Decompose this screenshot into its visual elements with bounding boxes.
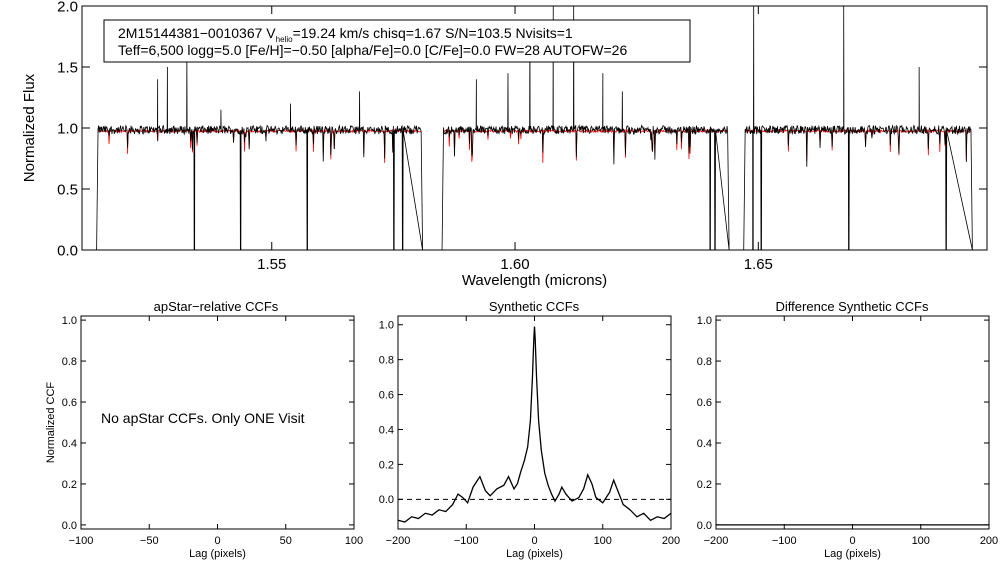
x-tick-label: 100 [345, 535, 363, 547]
x-axis-label: Lag (pixels) [506, 548, 563, 560]
y-tick-label: 0.0 [57, 242, 78, 259]
info-box-frame [103, 19, 691, 63]
info-line1-subscript: helio [276, 35, 293, 44]
y-tick-label: 1.0 [379, 320, 394, 332]
y-tick-label: 0.8 [62, 356, 77, 368]
y-axis-label: Normalized Flux [21, 73, 38, 182]
x-tick-label: −200 [704, 535, 729, 547]
x-tick-label: −200 [386, 535, 411, 547]
x-tick-label: 0 [214, 535, 220, 547]
x-tick-label: 1.60 [500, 256, 529, 273]
observed-spectrum-line [743, 5, 973, 251]
y-tick-label: 0.4 [697, 438, 712, 450]
synthetic-ccf-panel: −200 −100 0 100 200 0.0 0.2 0.4 0.6 0.8 1.0 Lag (pi… [379, 315, 680, 560]
x-tick-label: 0 [849, 535, 855, 547]
no-ccf-message: No apStar CCFs. Only ONE Visit [101, 410, 305, 426]
model-spectrum-line [97, 128, 422, 163]
y-tick-label: 0.6 [697, 397, 712, 409]
y-tick-label: 1.5 [57, 59, 78, 76]
x-tick-label: 1.65 [744, 256, 773, 273]
y-tick-label: 0.4 [379, 424, 394, 436]
spectrum-panel: 1.55 1.60 1.65 0.0 0.5 1.0 1.5 2.0 Wavelength (m… [21, 0, 988, 289]
y-tick-label: 0.2 [697, 479, 712, 491]
y-tick-label: 1.0 [62, 315, 77, 327]
y-tick-label: 1.0 [57, 120, 78, 137]
y-tick-label: 2.0 [57, 0, 78, 15]
info-box-line1: 2M15144381−0010367 Vhelio=19.24 km/s chi… [118, 25, 573, 44]
y-tick-label: 0.8 [697, 356, 712, 368]
ccf-series-line [397, 326, 672, 523]
y-tick-label: 0.5 [57, 181, 78, 198]
y-tick-label: 0.4 [62, 438, 77, 450]
synthetic-ccf-title: Synthetic CCFs [489, 299, 580, 314]
info-box: 2M15144381−0010367 Vhelio=19.24 km/s chi… [103, 19, 691, 63]
info-line1-suffix: =19.24 km/s chisq=1.67 S/N=103.5 Nvisits… [293, 25, 573, 41]
x-axis-label: Lag (pixels) [189, 548, 246, 560]
model-spectrum-line [744, 128, 972, 162]
info-line1-prefix: 2M15144381−0010367 V [118, 25, 276, 41]
y-tick-label: 0.6 [62, 397, 77, 409]
difference-ccf-panel: −200 −100 0 100 200 0.0 0.2 0.4 0.6 0.8 1.0 Lag (pi… [697, 315, 998, 560]
apstar-ccf-panel: −100 −50 0 50 100 0.0 0.2 0.4 0.6 0.8 1.0 Lag (pixe… [45, 315, 363, 560]
x-axis-label: Lag (pixels) [824, 548, 881, 560]
y-tick-label: 1.0 [697, 315, 712, 327]
y-tick-label: 0.0 [379, 494, 394, 506]
difference-ccf-title: Difference Synthetic CCFs [776, 299, 929, 314]
x-tick-label: 50 [280, 535, 292, 547]
axes-frame [715, 315, 990, 530]
apstar-ccf-title: apStar−relative CCFs [154, 299, 279, 314]
y-tick-label: 0.2 [379, 459, 394, 471]
x-tick-label: −100 [772, 535, 797, 547]
y-tick-label: 0.0 [697, 520, 712, 532]
info-box-line2: Teff=6,500 logg=5.0 [Fe/H]=−0.50 [alpha/… [118, 42, 627, 58]
x-tick-label: 100 [912, 535, 930, 547]
observed-spectrum-line [96, 54, 423, 251]
y-tick-label: 0.6 [379, 389, 394, 401]
observed-spectrum-line [441, 5, 730, 251]
x-axis-label: Wavelength (microns) [462, 272, 607, 289]
x-tick-label: 200 [980, 535, 998, 547]
x-tick-label: 0 [531, 535, 537, 547]
y-axis-label: Normalized CCF [45, 382, 57, 464]
y-tick-label: 0.2 [62, 479, 77, 491]
x-tick-label: 100 [594, 535, 612, 547]
model-spectrum-line [443, 128, 728, 163]
x-tick-label: −100 [69, 535, 94, 547]
axes-frame [397, 315, 672, 530]
x-tick-label: 1.55 [257, 256, 286, 273]
x-tick-label: −50 [140, 535, 159, 547]
x-tick-label: 200 [662, 535, 680, 547]
y-tick-label: 0.0 [62, 520, 77, 532]
x-tick-label: −100 [454, 535, 479, 547]
y-tick-label: 0.8 [379, 354, 394, 366]
